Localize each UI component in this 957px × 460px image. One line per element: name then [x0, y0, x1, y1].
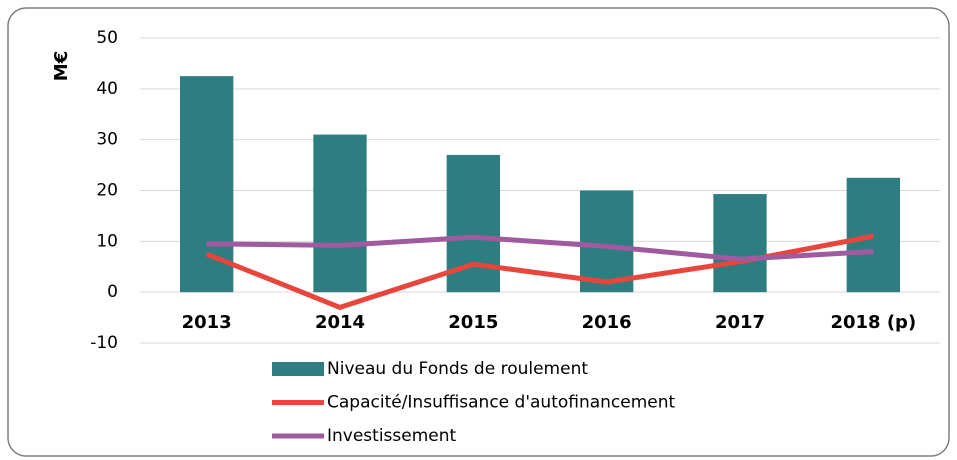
- x-tick-label: 2016: [582, 312, 632, 333]
- x-tick-label: 2013: [182, 312, 232, 333]
- y-tick-label: 30: [96, 130, 118, 150]
- legend-label: Niveau du Fonds de roulement: [327, 359, 588, 379]
- y-tick-label: 20: [96, 181, 118, 201]
- x-tick-label: 2015: [448, 312, 498, 333]
- legend-label: Investissement: [327, 426, 457, 446]
- bar: [580, 190, 634, 293]
- y-tick-label: 0: [107, 282, 118, 302]
- x-tick-label: 2018 (p): [830, 312, 916, 333]
- bar: [713, 194, 767, 293]
- y-tick-label: -10: [90, 333, 118, 353]
- bar: [313, 134, 367, 293]
- y-axis-label: M€: [51, 51, 72, 81]
- x-tick-label: 2014: [315, 312, 365, 333]
- line-series: [206, 234, 874, 262]
- y-tick-label: 50: [96, 28, 118, 48]
- x-tick-label: 2017: [715, 312, 765, 333]
- legend-label: Capacité/Insuffisance d'autofinancement: [327, 393, 676, 413]
- y-tick-label: 10: [96, 231, 118, 251]
- legend-swatch: [272, 362, 324, 376]
- y-tick-label: 40: [96, 79, 118, 99]
- bar: [846, 177, 900, 293]
